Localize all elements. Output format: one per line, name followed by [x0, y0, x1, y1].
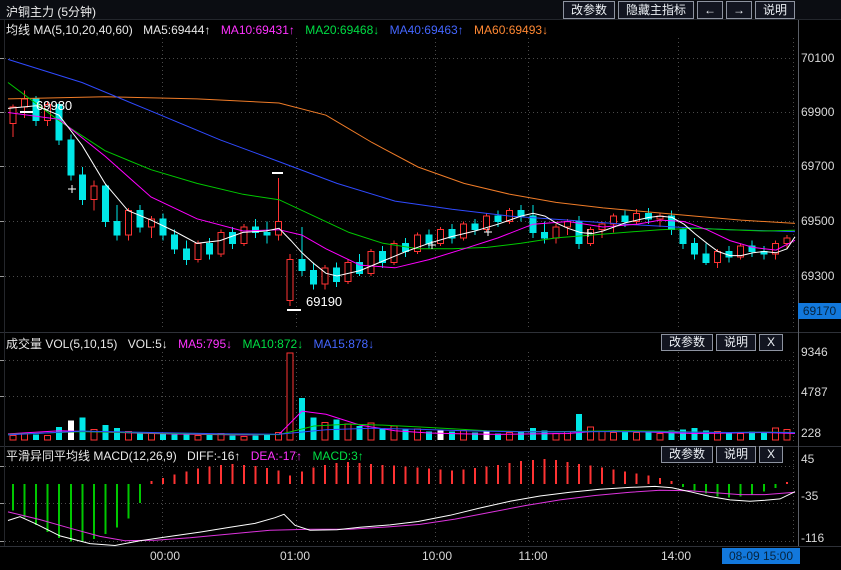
macd-close-button[interactable]: X	[758, 446, 783, 463]
macd-axis-label: -35	[801, 489, 819, 503]
ma-params-label: 均线 MA(5,10,20,40,60)	[6, 23, 133, 37]
ma20-value: MA20:69468↓	[305, 23, 380, 37]
ma5-value: MA5:69444↑	[143, 23, 211, 37]
macd-value: MACD:3↑	[312, 449, 364, 463]
time-axis-label: 14:00	[660, 549, 692, 563]
macd-histogram	[12, 459, 788, 542]
dea-value: DEA:-17↑	[250, 449, 303, 463]
top-bar-buttons: 改参数 隐藏主指标 ← → 说明	[562, 1, 795, 19]
ma10-value: MA10:69431↑	[220, 23, 295, 37]
grid	[5, 38, 797, 544]
vol-ma5-value: MA5:795↓	[178, 337, 233, 351]
macd-help-button[interactable]: 说明	[715, 446, 756, 463]
ma60-value: MA60:69493↓	[474, 23, 549, 37]
vol-ma10-value: MA10:872↓	[242, 337, 304, 351]
volume-axis-label: 9346	[801, 345, 828, 359]
macd-lines	[7, 485, 796, 547]
price-axis-label: 70100	[801, 51, 835, 65]
main-indicator-header: 均线 MA(5,10,20,40,60) MA5:69444↑ MA10:694…	[6, 21, 555, 38]
volume-change-params-button[interactable]: 改参数	[660, 334, 713, 351]
arrow-left-button[interactable]: ←	[696, 1, 723, 19]
top-bar: 沪铜主力 (5分钟) 改参数 隐藏主指标 ← → 说明	[0, 0, 841, 20]
macd-indicator-header: 平滑异同平均线 MACD(12,26,9) DIFF:-16↑ DEA:-17↑…	[6, 447, 371, 464]
volume-help-button[interactable]: 说明	[715, 334, 756, 351]
volume-axis-label: 4787	[801, 385, 828, 399]
window-title: 沪铜主力 (5分钟)	[6, 5, 97, 19]
diff-value: DIFF:-16↑	[187, 449, 241, 463]
candlestick-series	[9, 90, 791, 306]
time-axis-label: 11:00	[518, 549, 548, 563]
ma-lines	[7, 58, 796, 277]
help-button[interactable]: 说明	[754, 1, 795, 19]
macd-axis-label: 45	[801, 452, 815, 466]
hide-main-indicator-button[interactable]: 隐藏主指标	[617, 1, 694, 19]
last-price-badge: 69170	[798, 303, 841, 319]
change-params-button[interactable]: 改参数	[562, 1, 615, 19]
current-time-badge: 08-09 15:00	[722, 548, 800, 564]
vol-params-label: 成交量 VOL(5,10,15)	[6, 337, 118, 351]
ma40-value: MA40:69463↑	[389, 23, 464, 37]
time-axis-label: 10:00	[421, 549, 453, 563]
volume-close-button[interactable]: X	[758, 334, 783, 351]
time-axis-label: 00:00	[149, 549, 181, 563]
macd-change-params-button[interactable]: 改参数	[660, 446, 713, 463]
volume-axis-label: 228	[801, 426, 822, 440]
vol-ma15-value: MA15:878↓	[313, 337, 375, 351]
macd-axis-label: -116	[801, 531, 825, 545]
price-axis-label: 69500	[801, 214, 835, 228]
vol-value: VOL:5↓	[127, 337, 168, 351]
macd-panel-buttons: 改参数 说明 X	[660, 446, 783, 463]
arrow-right-button[interactable]: →	[725, 1, 752, 19]
volume-indicator-header: 成交量 VOL(5,10,15) VOL:5↓ MA5:795↓ MA10:87…	[6, 335, 381, 352]
price-axis-label: 69900	[801, 105, 835, 119]
price-axis-label: 69300	[801, 269, 835, 283]
volume-ma-lines	[7, 410, 796, 436]
price-annotation-label: 69190	[306, 294, 343, 309]
volume-series	[9, 352, 791, 441]
price-annotation-label: 69980	[36, 98, 73, 113]
macd-params-label: 平滑异同平均线 MACD(12,26,9)	[6, 449, 177, 463]
time-axis-label: 01:00	[279, 549, 311, 563]
price-annotations	[20, 111, 301, 311]
volume-panel-buttons: 改参数 说明 X	[660, 334, 783, 351]
price-axis-label: 69700	[801, 159, 835, 173]
panel-separators	[0, 20, 841, 547]
